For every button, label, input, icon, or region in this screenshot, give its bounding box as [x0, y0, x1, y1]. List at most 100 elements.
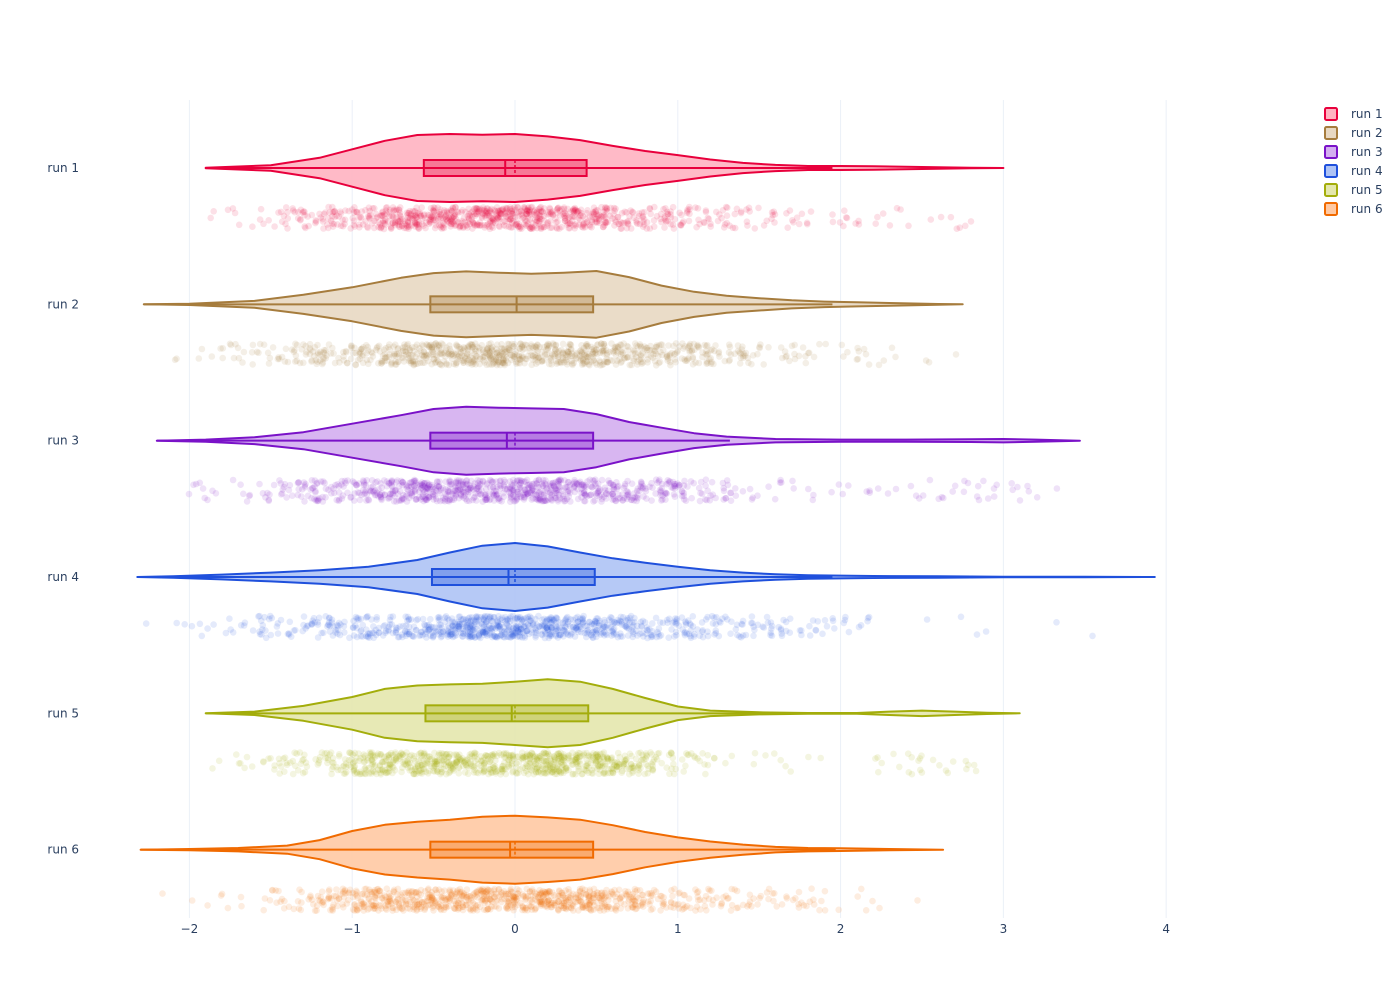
data-point: [351, 223, 359, 230]
data-point: [637, 618, 645, 626]
data-point: [733, 904, 740, 912]
data-point: [422, 224, 429, 232]
data-point: [707, 223, 714, 230]
data-point: [679, 626, 686, 633]
data-point: [435, 216, 442, 223]
data-point: [319, 359, 327, 366]
data-point: [423, 352, 431, 359]
data-point: [556, 207, 563, 214]
data-point: [378, 212, 385, 219]
data-point: [329, 220, 336, 227]
data-point: [390, 213, 397, 221]
data-point: [592, 757, 599, 765]
violin-box: [429, 840, 595, 859]
data-point: [503, 750, 510, 757]
data-point: [342, 207, 349, 214]
data-point: [540, 615, 548, 623]
data-point: [855, 623, 863, 631]
data-point: [450, 352, 457, 360]
data-point: [243, 753, 251, 761]
data-point: [486, 206, 494, 214]
data-point: [506, 209, 514, 217]
data-point: [609, 215, 616, 222]
data-point: [363, 356, 371, 364]
data-point: [289, 757, 297, 765]
data-point: [646, 483, 653, 491]
data-point: [653, 212, 661, 220]
data-point: [217, 345, 224, 352]
data-point: [593, 218, 600, 225]
data-point: [713, 208, 720, 216]
data-point: [494, 624, 502, 631]
data-point: [362, 206, 369, 214]
data-point: [843, 214, 851, 222]
data-point: [464, 346, 472, 354]
data-point: [448, 218, 456, 225]
data-point: [588, 346, 596, 353]
data-point: [710, 614, 718, 621]
data-point: [590, 477, 598, 485]
data-point: [499, 359, 506, 366]
data-point: [379, 219, 387, 226]
data-point: [967, 218, 975, 225]
data-point: [437, 215, 445, 222]
data-point: [325, 224, 332, 232]
data-point: [471, 749, 479, 756]
data-point: [412, 212, 420, 220]
data-point: [708, 478, 716, 486]
data-point: [347, 225, 355, 232]
data-point: [450, 220, 458, 228]
data-point: [617, 225, 624, 232]
data-point: [756, 343, 763, 351]
data-point: [659, 492, 666, 499]
data-point: [520, 214, 528, 221]
data-point: [495, 207, 502, 215]
data-point: [454, 208, 461, 215]
data-point: [572, 207, 580, 214]
data-point: [452, 479, 460, 487]
data-point: [405, 630, 413, 637]
data-point: [592, 490, 599, 497]
data-point: [842, 214, 850, 221]
data-point: [562, 212, 570, 219]
data-point: [513, 221, 520, 228]
data-point: [406, 214, 414, 221]
data-point: [537, 754, 545, 761]
data-point: [188, 897, 196, 904]
data-point: [462, 208, 469, 216]
data-point: [324, 221, 331, 228]
data-point: [544, 220, 551, 227]
data-point: [488, 477, 495, 485]
data-point: [601, 616, 608, 624]
data-point: [669, 892, 676, 900]
data-point: [771, 495, 779, 503]
data-point: [460, 214, 468, 222]
data-point: [452, 215, 460, 223]
data-point: [286, 618, 294, 626]
data-point: [536, 215, 544, 223]
data-point: [526, 344, 533, 352]
data-point: [499, 206, 506, 213]
data-point: [371, 205, 378, 212]
data-point: [471, 212, 479, 219]
data-point: [693, 223, 700, 231]
data-point: [528, 224, 536, 231]
data-point: [535, 205, 542, 213]
data-point: [541, 350, 549, 358]
data-point: [511, 479, 518, 487]
data-point: [411, 207, 419, 215]
data-point: [449, 765, 457, 773]
data-point: [456, 222, 464, 230]
data-point: [540, 205, 548, 212]
data-point: [600, 223, 607, 231]
data-point: [612, 361, 620, 368]
data-point: [527, 204, 535, 211]
data-point: [356, 489, 363, 497]
data-point: [509, 210, 516, 217]
data-point: [566, 220, 574, 227]
data-point: [667, 220, 674, 228]
data-point: [554, 496, 562, 504]
data-point: [437, 211, 445, 219]
data-point: [562, 217, 569, 225]
data-point: [719, 207, 727, 214]
